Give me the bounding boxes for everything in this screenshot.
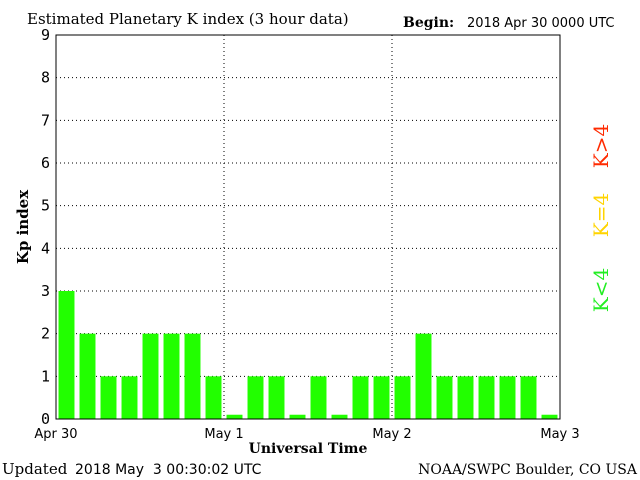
kp-bar (205, 376, 222, 419)
kp-bar (121, 376, 138, 419)
updated-value: 2018 May 3 00:30:02 UTC (75, 462, 262, 478)
legend: K>4 K=4 K<4 (589, 124, 613, 312)
credit-text: NOAA/SWPC Boulder, CO USA (418, 462, 638, 478)
kp-bar (184, 333, 201, 419)
x-tick-labels: Apr 30 May 1 May 2 May 3 (34, 427, 579, 442)
y-tick-label: 4 (41, 239, 50, 257)
y-tick-label: 1 (41, 367, 50, 385)
kp-bar (520, 376, 537, 419)
kp-bar (541, 414, 558, 419)
begin-label: Begin: (403, 15, 454, 31)
legend-entry: K=4 (589, 193, 613, 237)
kp-bar (163, 333, 180, 419)
updated-label: Updated (2, 460, 68, 478)
kp-bar (142, 333, 159, 419)
grid-lines (56, 34, 560, 419)
kp-bar (478, 376, 495, 419)
kp-bar (415, 333, 432, 419)
kp-bar (499, 376, 516, 419)
y-tick-label: 0 (41, 410, 50, 428)
y-axis-label: Kp index (14, 189, 32, 264)
plot-frame (55, 34, 561, 420)
kp-bar (436, 376, 453, 419)
kp-bar (79, 333, 96, 419)
legend-entry: K>4 (589, 124, 613, 168)
kp-bar (352, 376, 369, 419)
x-tick-label: May 2 (372, 427, 411, 442)
kp-bar (310, 376, 327, 419)
kp-bar (394, 376, 411, 419)
kp-bar (289, 414, 306, 419)
x-tick-label: May 1 (204, 427, 243, 442)
kp-bar (457, 376, 474, 419)
x-tick-label: Apr 30 (34, 427, 77, 442)
y-tick-label: 2 (41, 325, 50, 343)
y-tick-label: 9 (41, 26, 50, 44)
x-tick-label: May 3 (540, 427, 579, 442)
y-tick-labels: 0 1 2 3 4 5 6 7 8 9 (41, 26, 50, 428)
kp-bar (100, 376, 117, 419)
y-tick-label: 7 (41, 111, 50, 129)
kp-bar (247, 376, 264, 419)
y-tick-label: 3 (41, 282, 50, 300)
kp-bar (331, 414, 348, 419)
chart-title: Estimated Planetary K index (3 hour data… (27, 10, 349, 28)
kp-bar (226, 414, 243, 419)
bars (58, 291, 558, 419)
x-axis-label: Universal Time (249, 441, 368, 457)
kp-bar (268, 376, 285, 419)
begin-value: 2018 Apr 30 0000 UTC (467, 16, 615, 31)
legend-entry: K<4 (589, 268, 613, 312)
y-tick-label: 8 (41, 69, 50, 87)
y-tick-label: 5 (41, 197, 50, 215)
kp-bar (58, 291, 75, 419)
y-tick-label: 6 (41, 154, 50, 172)
kp-bar (373, 376, 390, 419)
